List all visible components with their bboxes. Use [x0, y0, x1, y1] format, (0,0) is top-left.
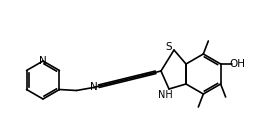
Text: OH: OH [230, 59, 246, 69]
Text: S: S [166, 42, 172, 52]
Text: N: N [90, 82, 97, 92]
Text: NH: NH [158, 90, 172, 100]
Text: N: N [39, 56, 47, 66]
